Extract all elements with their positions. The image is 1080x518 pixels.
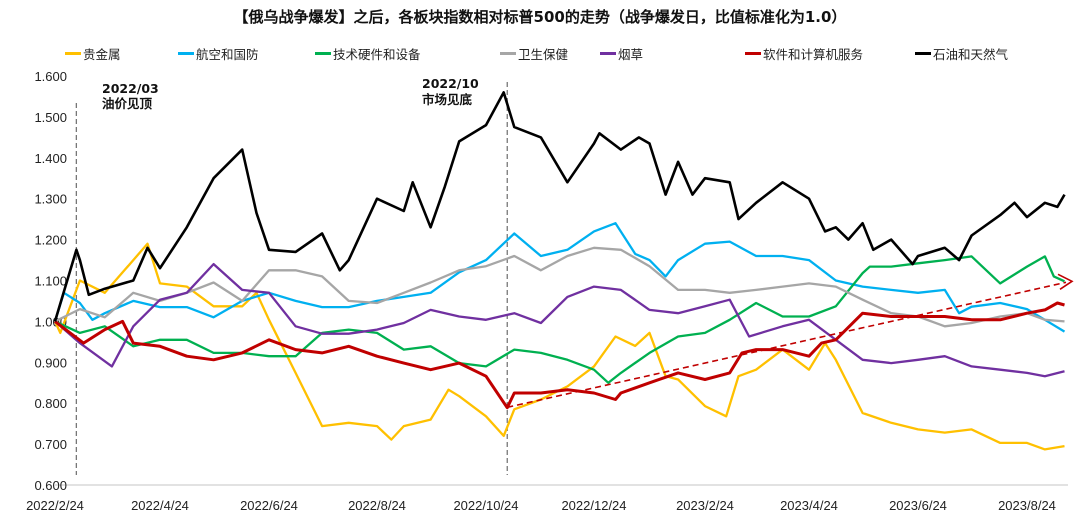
legend-swatch: [500, 52, 516, 55]
legend: 贵金属 航空和国防 技术硬件和设备 卫生保健 烟草 软件和计算机服务 石油和天然气: [0, 44, 1080, 62]
legend-item: 贵金属: [65, 44, 121, 63]
legend-item: 技术硬件和设备: [315, 44, 421, 63]
series-line-5: [54, 262, 1065, 378]
legend-label: 贵金属: [83, 47, 121, 62]
x-tick-label: 2022/4/24: [131, 498, 189, 513]
legend-swatch: [600, 52, 616, 55]
y-tick-label: 1.400: [34, 151, 67, 166]
annotation-date: 2022/10: [422, 76, 479, 91]
series-line-6: [54, 301, 1065, 410]
legend-swatch: [915, 52, 931, 55]
series-line-2: [53, 222, 1066, 333]
annotation-date: 2022/03: [102, 81, 159, 96]
legend-item: 石油和天然气: [915, 44, 1008, 63]
series-line-3: [54, 255, 1065, 384]
y-tick-label: 1.600: [34, 69, 67, 84]
legend-swatch: [315, 52, 331, 55]
y-tick-label: 0.800: [34, 396, 67, 411]
x-tick-label: 2023/8/24: [998, 498, 1056, 513]
x-tick-label: 2023/4/24: [780, 498, 838, 513]
legend-label: 石油和天然气: [933, 47, 1009, 62]
legend-item: 航空和国防: [178, 44, 259, 63]
x-tick-label: 2022/8/24: [348, 498, 406, 513]
x-tick-label: 2023/6/24: [889, 498, 947, 513]
x-tick-label: 2022/2/24: [26, 498, 84, 513]
x-tick-label: 2022/10/24: [453, 498, 518, 513]
legend-swatch: [65, 52, 81, 55]
y-tick-label: 1.300: [34, 192, 67, 207]
legend-swatch: [745, 52, 761, 55]
trend-arrow-head: [1057, 273, 1074, 290]
x-tick-label: 2022/12/24: [561, 498, 626, 513]
series-line-7: [53, 91, 1066, 322]
legend-label: 卫生保健: [518, 47, 569, 62]
legend-item: 软件和计算机服务: [745, 44, 863, 63]
y-tick-label: 1.100: [34, 274, 67, 289]
x-tick-label: 2022/6/24: [240, 498, 298, 513]
y-tick-label: 0.600: [34, 478, 67, 493]
annotation-label: 油价见顶: [102, 96, 153, 111]
legend-label: 航空和国防: [196, 47, 259, 62]
legend-item: 烟草: [600, 44, 643, 63]
legend-label: 技术硬件和设备: [333, 47, 421, 62]
annotation-label: 市场见底: [422, 92, 473, 107]
series-line-1: [53, 242, 1065, 451]
legend-label: 软件和计算机服务: [763, 47, 864, 62]
y-tick-label: 1.500: [34, 110, 67, 125]
y-tick-label: 0.900: [34, 355, 67, 370]
x-tick-label: 2023/2/24: [676, 498, 734, 513]
legend-label: 烟草: [618, 47, 644, 62]
legend-swatch: [178, 52, 194, 55]
y-tick-label: 0.700: [34, 437, 67, 452]
trend-arrow-line: [507, 281, 1067, 409]
legend-item: 卫生保健: [500, 44, 568, 63]
chart-title: 【俄乌战争爆发】之后，各板块指数相对标普500的走势（战争爆发日，比值标准化为1…: [233, 8, 847, 26]
y-tick-label: 1.200: [34, 233, 67, 248]
